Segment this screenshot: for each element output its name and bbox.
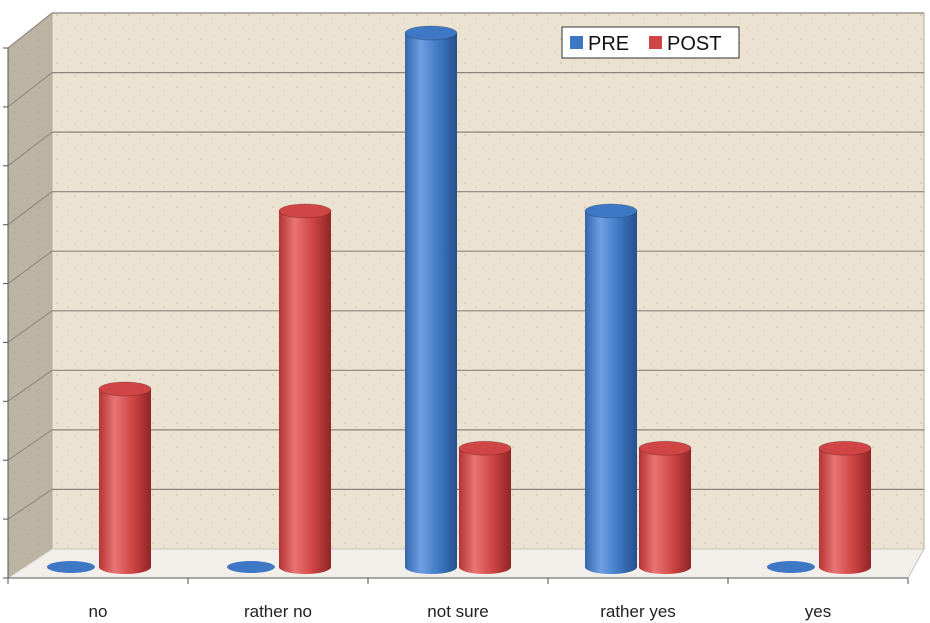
bar-cap [98,381,152,397]
bar-body [459,448,511,574]
axes [7,48,908,579]
category-label: rather yes [600,602,676,621]
legend-swatch-post [649,36,662,49]
bar-body [639,448,691,574]
gridline-side [7,488,53,520]
gridline-side [7,429,53,461]
bar-body [99,389,151,574]
gridlines [7,12,924,520]
bar-cap [458,440,512,456]
chart-side-wall [7,11,53,579]
bar-pre-no [47,561,95,573]
gridline-side [7,369,53,402]
bar-pre-not-sure [404,25,458,574]
bar-post-yes [818,440,872,574]
legend-label-pre: PRE [588,33,629,55]
bar-pre-rather-yes [584,203,638,574]
gridline-side [7,12,53,49]
bars [47,25,872,574]
legend-swatch-pre [570,36,583,49]
gridline-side [7,72,53,108]
bar-post-rather-yes [638,440,692,574]
bar-cap [227,561,275,573]
bar-cap [767,561,815,573]
gridline-side [7,310,53,343]
bar-pre-rather-no [227,561,275,573]
gridline-side [7,250,53,285]
bar-post-rather-no [278,203,332,574]
bar-cap [47,561,95,573]
bar-body [279,211,331,574]
bar-body [585,211,637,574]
gridline-side [7,191,53,226]
bar-cap [818,440,872,456]
bar-post-no [98,381,152,574]
category-label: rather no [244,602,312,621]
category-label: yes [805,602,831,621]
category-label: no [89,602,108,621]
axis-ticks [3,47,909,584]
category-labels: no rather no not sure rather yes yes [89,602,832,621]
gridline-side [7,131,53,167]
bar-cap [638,440,692,456]
category-label: not sure [427,602,488,621]
legend: PRE POST [561,26,740,59]
legend-label-post: POST [667,33,721,55]
bar-cap [584,203,638,219]
bar-post-not-sure [458,440,512,574]
bar-cap [278,203,332,219]
bar-body [405,33,457,574]
bar-body [819,448,871,574]
bar-cap [404,25,458,41]
bar-pre-yes [767,561,815,573]
